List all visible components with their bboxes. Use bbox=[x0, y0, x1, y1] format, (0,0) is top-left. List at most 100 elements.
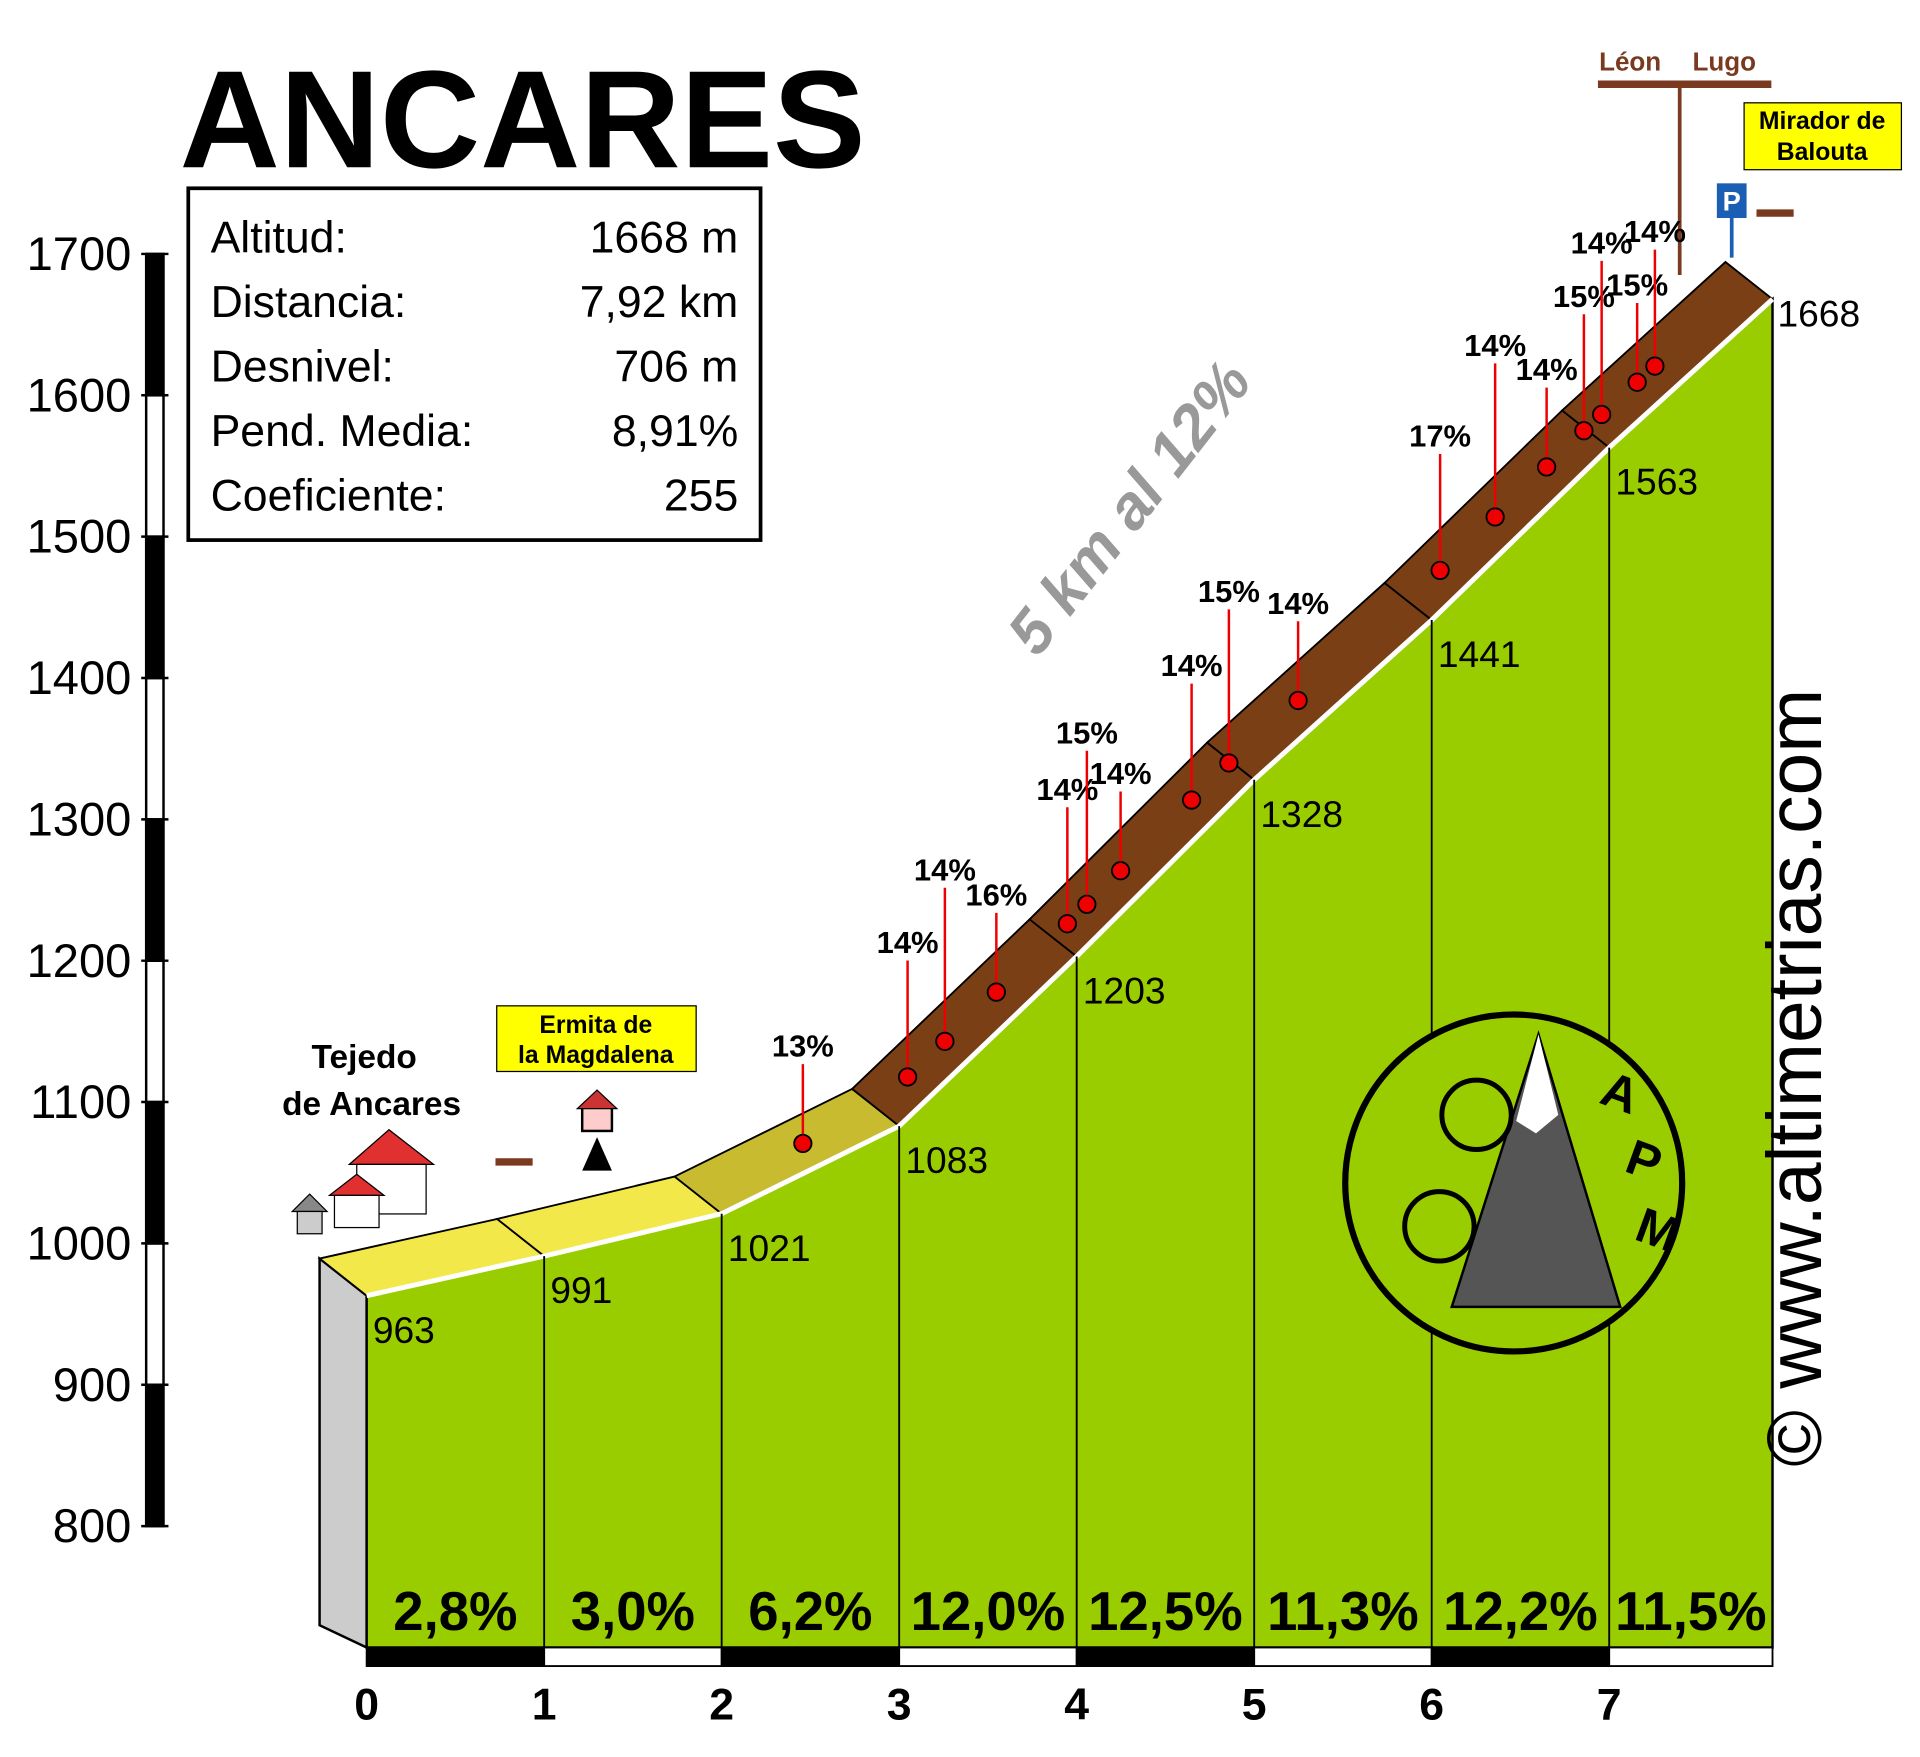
y-tick-label: 1200 bbox=[27, 934, 132, 987]
stat-value: 8,91% bbox=[612, 407, 738, 456]
x-tick-label: 1 bbox=[532, 1680, 557, 1729]
km-strip bbox=[365, 1646, 546, 1668]
x-tick-label: 5 bbox=[1242, 1680, 1267, 1729]
place-label: Tejedo bbox=[312, 1039, 417, 1076]
axis-band bbox=[144, 818, 165, 962]
ramp-label: 17% bbox=[1409, 419, 1471, 454]
credit: © www.altimetrias.com bbox=[1752, 689, 1838, 1467]
segment-label: 2,8% bbox=[393, 1581, 517, 1642]
stats-box bbox=[186, 186, 763, 542]
altitude-label: 963 bbox=[373, 1309, 435, 1351]
x-tick-label: 0 bbox=[354, 1680, 379, 1729]
place-label: Balouta bbox=[1777, 139, 1868, 166]
ramp-label: 14% bbox=[1516, 352, 1578, 387]
logo-mountain bbox=[1450, 1030, 1622, 1309]
altitude-label: 1441 bbox=[1438, 633, 1521, 675]
ramp-dot bbox=[1592, 404, 1612, 425]
x-tick-label: 3 bbox=[887, 1680, 912, 1729]
road-label: Lugo bbox=[1693, 47, 1757, 77]
ramp-dot bbox=[1057, 914, 1077, 934]
ramp-dot bbox=[1182, 790, 1202, 810]
stat-label: Coeficiente: bbox=[211, 471, 446, 520]
altitude-label: 991 bbox=[550, 1269, 612, 1311]
place-label: de Ancares bbox=[282, 1086, 461, 1123]
place-label: Ermita de bbox=[539, 1012, 652, 1039]
stat-value: 7,92 km bbox=[580, 278, 739, 327]
x-tick-label: 6 bbox=[1419, 1680, 1444, 1729]
place-box bbox=[496, 1005, 697, 1073]
ramp-label: 14% bbox=[1267, 586, 1329, 621]
ramp-dot bbox=[1288, 690, 1308, 711]
stat-label: Altitud: bbox=[211, 214, 347, 263]
y-tick-label: 1000 bbox=[27, 1216, 132, 1269]
altitude-label: 1083 bbox=[905, 1139, 988, 1181]
ramp-label: 14% bbox=[1090, 756, 1152, 791]
ramp-label: 15% bbox=[1553, 279, 1615, 314]
ramp-dot bbox=[1430, 560, 1450, 581]
segment-label: 11,5% bbox=[1615, 1581, 1767, 1642]
km-strip bbox=[720, 1646, 901, 1668]
place-label: la Magdalena bbox=[518, 1042, 674, 1069]
stat-value: 1668 m bbox=[590, 214, 739, 263]
ramp-label: 15% bbox=[1056, 715, 1118, 750]
km-strip bbox=[898, 1646, 1078, 1668]
profile-line bbox=[366, 297, 1775, 1299]
ramp-dot bbox=[1077, 894, 1097, 914]
ramp-dot bbox=[793, 1133, 813, 1154]
y-tick-label: 1700 bbox=[27, 227, 132, 280]
altitude-label: 1203 bbox=[1083, 970, 1166, 1012]
logo: A P M bbox=[1342, 1011, 1686, 1355]
axis-band bbox=[144, 676, 165, 821]
axis-band bbox=[144, 1242, 165, 1386]
ramp-dot bbox=[897, 1067, 918, 1087]
ramp-label: 15% bbox=[1198, 574, 1260, 609]
logo-wheel bbox=[1439, 1077, 1514, 1153]
ramp-label: 14% bbox=[1624, 214, 1686, 249]
stat-value: 255 bbox=[664, 471, 738, 520]
chapel-icon bbox=[495, 1089, 619, 1171]
segment-label: 11,3% bbox=[1267, 1581, 1419, 1642]
y-tick-label: 1600 bbox=[27, 368, 132, 421]
y-tick-label: 800 bbox=[53, 1499, 132, 1552]
x-tick-label: 4 bbox=[1064, 1680, 1089, 1729]
segment-label: 12,5% bbox=[1088, 1581, 1243, 1642]
x-tick-label: 7 bbox=[1597, 1680, 1622, 1729]
logo-wheel bbox=[1402, 1189, 1477, 1264]
place-box bbox=[1743, 102, 1903, 171]
y-tick-label: 1500 bbox=[27, 510, 132, 563]
ramp-dot bbox=[935, 1031, 955, 1051]
ramp-label: 14% bbox=[1464, 328, 1526, 363]
km-strip bbox=[543, 1646, 723, 1668]
segment-label: 12,0% bbox=[911, 1581, 1066, 1642]
ramp-dot bbox=[1219, 753, 1239, 773]
axis-band bbox=[144, 1100, 165, 1245]
parking-icon: P bbox=[1716, 183, 1794, 258]
axis-band bbox=[144, 252, 165, 397]
ramp-label: 15% bbox=[1606, 268, 1668, 303]
ramp-dot bbox=[1574, 421, 1594, 441]
chart-title: ANCARES bbox=[180, 42, 866, 197]
axis-band bbox=[144, 394, 165, 538]
km-strip bbox=[1075, 1646, 1256, 1668]
stat-label: Desnivel: bbox=[211, 343, 394, 392]
stat-label: Pend. Media: bbox=[211, 407, 474, 456]
altitude-label: 1563 bbox=[1615, 461, 1698, 503]
ramp-label: 16% bbox=[965, 877, 1027, 912]
ramp-dot bbox=[1645, 356, 1665, 376]
svg-text:P: P bbox=[1723, 186, 1741, 217]
y-tick-label: 1300 bbox=[27, 792, 132, 845]
ramp-dot bbox=[1111, 861, 1131, 881]
ramp-label: 14% bbox=[914, 852, 976, 887]
ramp-label: 14% bbox=[1571, 225, 1633, 260]
segment-label: 12,2% bbox=[1443, 1581, 1598, 1642]
segment-label: 6,2% bbox=[748, 1581, 872, 1642]
km-strip bbox=[1608, 1646, 1774, 1668]
place-label: Mirador de bbox=[1759, 108, 1886, 135]
x-tick-label: 2 bbox=[709, 1680, 734, 1729]
ramp-dot bbox=[1627, 372, 1647, 392]
village-icon bbox=[290, 1128, 436, 1235]
y-tick-label: 900 bbox=[53, 1358, 132, 1411]
altitude-label: 1668 bbox=[1777, 292, 1860, 334]
logo-snow bbox=[1516, 1034, 1559, 1134]
